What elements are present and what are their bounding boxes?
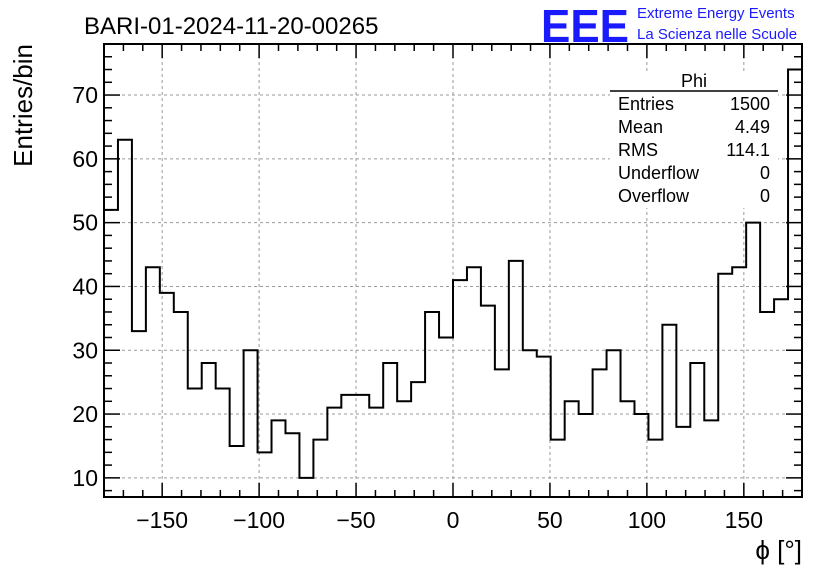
x-tick-label: 100 (628, 507, 666, 533)
stats-value-entries: 1500 (730, 94, 770, 114)
x-tick-label: 150 (725, 507, 763, 533)
y-tick-label: 20 (72, 401, 98, 427)
histogram-line (103, 68, 803, 497)
logo-eee: EEE (541, 0, 629, 52)
stats-label-entries: Entries (618, 94, 674, 114)
x-tick-label: 0 (447, 507, 460, 533)
stats-box-background (610, 73, 778, 208)
x-tick-label: −150 (136, 507, 188, 533)
x-tick-label: −100 (233, 507, 285, 533)
stats-value-mean: 4.49 (735, 117, 770, 137)
y-axis-label: Entries/bin (8, 44, 38, 167)
x-axis-label: ϕ [°] (755, 535, 802, 565)
y-tick-labels: 10 20 30 40 50 60 70 (72, 82, 98, 491)
stats-label-overflow: Overflow (618, 186, 690, 206)
x-tick-label: 50 (537, 507, 563, 533)
stats-value-underflow: 0 (760, 163, 770, 183)
logo-line-1: Extreme Energy Events (637, 5, 795, 22)
y-tick-label: 40 (72, 273, 98, 299)
x-tick-label: −50 (337, 507, 376, 533)
chart-title: BARI-01-2024-11-20-00265 (84, 13, 378, 40)
stats-box: Phi Entries 1500 Mean 4.49 RMS 114.1 Und… (610, 71, 778, 208)
stats-title: Phi (681, 71, 707, 91)
logo-line-2: La Scienza nelle Scuole (637, 26, 797, 43)
axis-ticks (104, 43, 803, 497)
stats-label-underflow: Underflow (618, 163, 700, 183)
stats-label-mean: Mean (618, 117, 663, 137)
stats-value-rms: 114.1 (726, 140, 770, 160)
y-tick-label: 50 (72, 210, 98, 236)
stats-value-overflow: 0 (760, 186, 770, 206)
y-tick-label: 30 (72, 337, 98, 363)
y-tick-label: 70 (72, 82, 98, 108)
stats-label-rms: RMS (618, 140, 658, 160)
x-tick-labels: −150 −100 −50 0 50 100 150 (136, 507, 763, 533)
y-tick-label: 10 (72, 465, 98, 491)
y-tick-label: 60 (72, 146, 98, 172)
